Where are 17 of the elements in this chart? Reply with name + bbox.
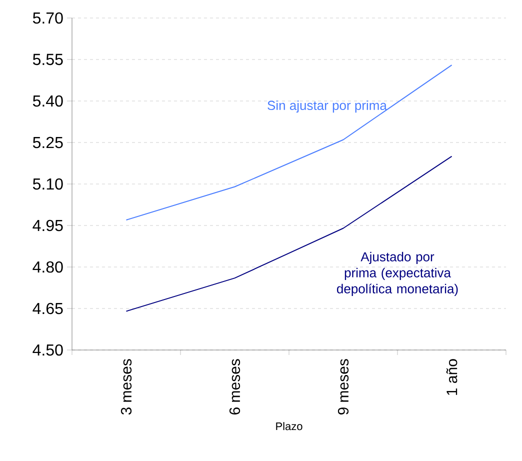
- x-tick-label: 3 meses: [120, 359, 132, 415]
- x-axis-title: Plazo: [276, 422, 302, 430]
- x-tick-label: 9 meses: [338, 359, 349, 415]
- y-tick-label: 5.40: [32, 95, 63, 107]
- series-label: Sin ajustar por prima: [268, 100, 387, 113]
- y-tick-label: 4.65: [32, 302, 63, 314]
- x-tick-label: 1 año: [446, 359, 458, 395]
- y-tick-label: 5.25: [32, 136, 63, 148]
- y-tick-label: 4.80: [32, 261, 63, 273]
- series-label: Ajustado por prima (expectativa depolítica monetaria): [336, 252, 458, 296]
- y-tick-label: 5.70: [32, 12, 63, 24]
- y-tick-label: 4.95: [32, 220, 63, 232]
- y-tick-label: 5.10: [32, 178, 63, 190]
- y-tick-label: 5.55: [32, 54, 63, 66]
- line-series: [126, 64, 452, 220]
- y-tick-label: 4.50: [32, 344, 63, 356]
- x-tick-label: 6 meses: [229, 359, 240, 414]
